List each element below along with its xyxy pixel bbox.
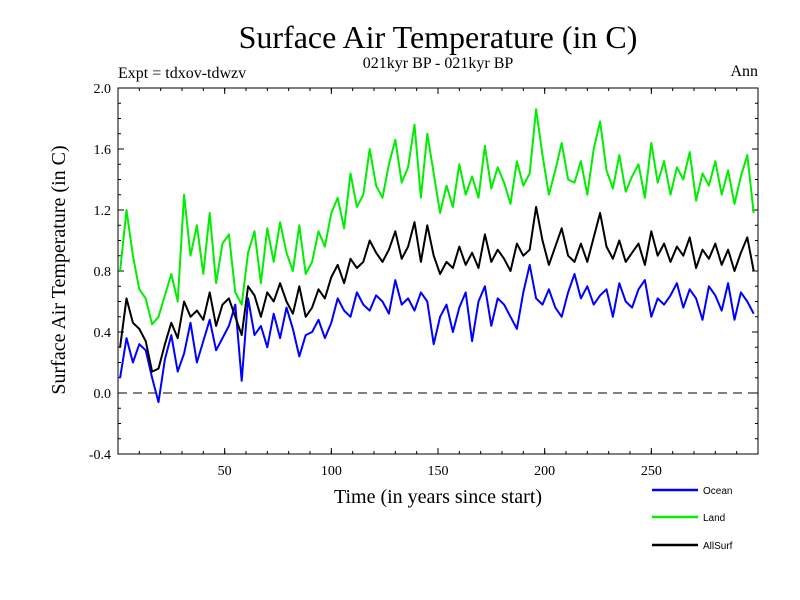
- plot-area: -0.4 0.0 0.4 0.8 1.2 1.6 2.0 50 100 150 200 250: [89, 82, 759, 479]
- x-tick-label: 200: [534, 464, 555, 479]
- x-tick-label: 150: [428, 464, 449, 479]
- x-axis-label: Time (in years since start): [334, 486, 542, 508]
- series-line-ocean: [119, 263, 755, 404]
- y-tick-label: 0.0: [94, 387, 112, 402]
- y-tick-label: 0.4: [94, 326, 112, 341]
- legend-label-land: Land: [703, 513, 725, 524]
- x-tick-label: 100: [321, 464, 342, 479]
- y-axis-label: Surface Air Temperature (in C): [48, 145, 70, 394]
- legend: Ocean Land AllSurf: [652, 486, 733, 552]
- x-tick-label: 250: [641, 464, 662, 479]
- y-tick-label: 1.6: [94, 143, 112, 158]
- y-tick-label: -0.4: [89, 448, 111, 463]
- chart-subtitle: 021kyr BP - 021kyr BP: [363, 55, 514, 72]
- y-tick-label: 0.8: [94, 265, 112, 280]
- chart-title: Surface Air Temperature (in C): [239, 19, 638, 55]
- series-line-land: [119, 108, 755, 326]
- legend-label-allsurf: AllSurf: [703, 541, 733, 552]
- legend-label-ocean: Ocean: [703, 486, 732, 497]
- experiment-label: Expt = tdxov-tdwzv: [118, 65, 246, 82]
- series-line-allsurf: [119, 205, 755, 373]
- y-tick-label: 1.2: [94, 204, 112, 219]
- y-tick-label: 2.0: [94, 82, 112, 97]
- period-label: Ann: [730, 63, 758, 80]
- x-tick-label: 50: [218, 464, 232, 479]
